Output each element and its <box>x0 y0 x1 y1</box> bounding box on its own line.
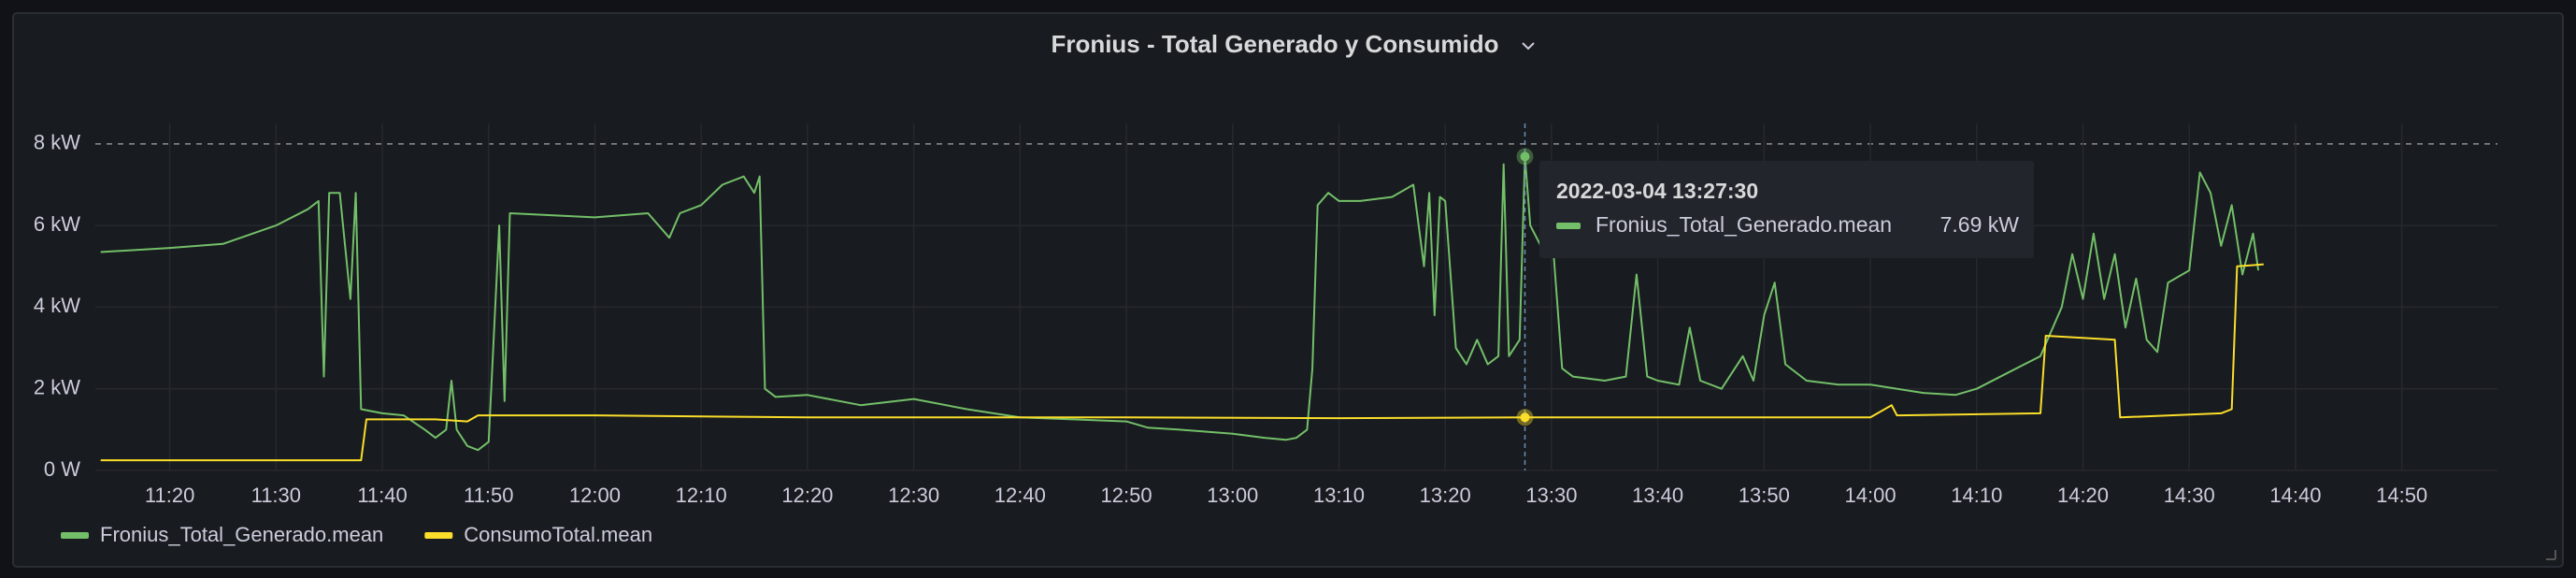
x-tick-label: 12:00 <box>569 484 621 507</box>
x-tick-label: 13:30 <box>1525 484 1577 507</box>
hover-point <box>1520 412 1530 423</box>
x-tick-label: 11:20 <box>145 484 194 507</box>
hover-point <box>1520 152 1530 162</box>
series-line <box>100 155 2260 452</box>
x-tick-label: 11:50 <box>464 484 513 507</box>
y-tick-label: 0 W <box>44 457 80 481</box>
x-tick-label: 13:00 <box>1207 484 1258 507</box>
x-tick-label: 12:50 <box>1101 484 1152 507</box>
tooltip-time: 2022-03-04 13:27:30 <box>1556 179 1758 203</box>
y-tick-label: 2 kW <box>34 376 80 399</box>
series-line <box>100 263 2264 462</box>
legend-swatch <box>61 532 89 539</box>
x-tick-label: 13:40 <box>1632 484 1683 507</box>
tooltip-box <box>1539 161 2034 258</box>
x-tick-label: 14:10 <box>1951 484 2002 507</box>
y-tick-label: 8 kW <box>34 131 80 154</box>
resize-handle[interactable] <box>2546 550 2556 560</box>
y-tick-label: 6 kW <box>34 212 80 236</box>
panel-frame <box>12 12 2564 568</box>
legend-label[interactable]: ConsumoTotal.mean <box>464 523 652 546</box>
x-tick-label: 13:20 <box>1420 484 1471 507</box>
tooltip-value: 7.69 kW <box>1940 212 2020 237</box>
tooltip-series: Fronius_Total_Generado.mean <box>1596 212 1892 237</box>
x-tick-label: 13:50 <box>1739 484 1790 507</box>
x-tick-label: 12:40 <box>995 484 1046 507</box>
y-tick-label: 4 kW <box>34 294 80 317</box>
x-tick-label: 12:20 <box>781 484 833 507</box>
x-tick-label: 14:30 <box>2164 484 2215 507</box>
x-tick-label: 13:10 <box>1313 484 1365 507</box>
tooltip-swatch <box>1556 223 1581 229</box>
x-tick-label: 11:30 <box>251 484 301 507</box>
x-tick-label: 14:20 <box>2057 484 2109 507</box>
x-tick-label: 14:40 <box>2269 484 2321 507</box>
legend-swatch <box>424 532 453 539</box>
title-chevron[interactable] <box>1522 42 1535 51</box>
x-tick-label: 12:30 <box>888 484 939 507</box>
x-tick-label: 14:00 <box>1845 484 1896 507</box>
legend-label[interactable]: Fronius_Total_Generado.mean <box>100 523 383 546</box>
panel-title[interactable]: Fronius - Total Generado y Consumido <box>1051 30 1498 58</box>
x-tick-label: 11:40 <box>357 484 407 507</box>
x-tick-label: 12:10 <box>676 484 727 507</box>
x-tick-label: 14:50 <box>2376 484 2427 507</box>
